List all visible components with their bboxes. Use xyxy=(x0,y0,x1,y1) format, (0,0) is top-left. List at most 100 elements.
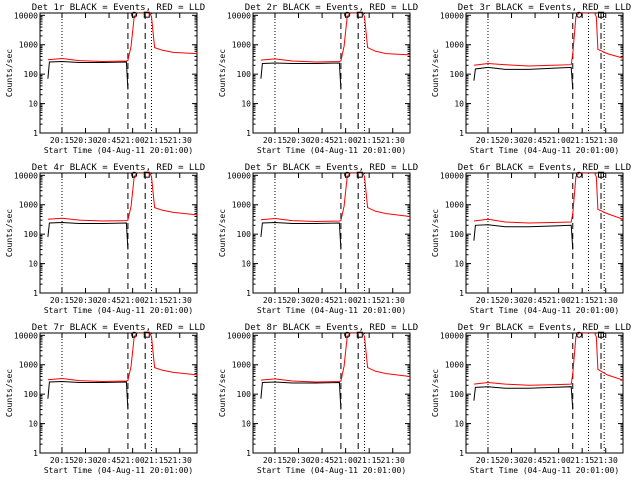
lld-series-line xyxy=(260,13,410,63)
x-tick-label: 20:15 xyxy=(476,296,500,305)
x-tick-label: 21:15 xyxy=(144,136,168,145)
plot-frame xyxy=(252,172,411,294)
x-tick-label: 20:45 xyxy=(523,136,547,145)
plot-title: Det 3r BLACK = Events, RED = LLD xyxy=(458,3,631,13)
y-tick-label: 100 xyxy=(237,230,252,239)
x-tick-label: 20:45 xyxy=(523,296,547,305)
x-tick-label: 21:30 xyxy=(381,456,405,465)
y-tick-label: 1000 xyxy=(445,41,464,50)
y-tick-label: 10000 xyxy=(440,11,464,20)
x-tick-label: 20:45 xyxy=(310,456,334,465)
events-series-line xyxy=(473,66,574,90)
x-tick-label: 20:45 xyxy=(310,296,334,305)
x-tick-label: 20:15 xyxy=(263,456,287,465)
x-tick-label: 21:30 xyxy=(381,136,405,145)
events-series-line xyxy=(47,60,129,90)
square-marker xyxy=(356,331,363,338)
x-tick-label: 20:45 xyxy=(97,296,121,305)
y-axis-label: Counts/sec xyxy=(218,369,227,417)
detector-plot: Det 7r BLACK = Events, RED = LLD 1 10 100 10… xyxy=(5,323,205,475)
x-axis-label: Start Time (04-Aug-11 20:01:00) xyxy=(470,146,619,155)
detector-plot: Det 9r BLACK = Events, RED = LLD 1 10 100 10… xyxy=(431,323,631,475)
plot-title: Det 5r BLACK = Events, RED = LLD xyxy=(245,163,418,173)
y-tick-label: 10 xyxy=(241,420,251,429)
lld-series-line xyxy=(473,173,623,224)
y-axis-label: Counts/sec xyxy=(431,369,440,417)
x-tick-label: 21:00 xyxy=(547,456,571,465)
y-tick-label: 100 xyxy=(450,390,465,399)
y-tick-label: 1 xyxy=(246,129,251,138)
y-tick-label: 10000 xyxy=(14,331,38,340)
x-tick-label: 20:15 xyxy=(50,136,74,145)
square-marker xyxy=(598,11,605,18)
x-tick-label: 20:15 xyxy=(50,456,74,465)
x-axis-label: Start Time (04-Aug-11 20:01:00) xyxy=(257,146,406,155)
x-tick-label: 21:00 xyxy=(121,136,145,145)
y-tick-label: 10 xyxy=(28,420,38,429)
x-tick-label: 20:45 xyxy=(310,136,334,145)
y-axis-label: Counts/sec xyxy=(218,49,227,97)
circle-marker xyxy=(131,331,138,338)
y-tick-label: 1 xyxy=(246,289,251,298)
y-tick-label: 10 xyxy=(454,260,464,269)
y-tick-label: 10 xyxy=(454,100,464,109)
y-tick-label: 1 xyxy=(33,129,38,138)
lld-series-line xyxy=(47,13,197,63)
x-axis-label: Start Time (04-Aug-11 20:01:00) xyxy=(470,306,619,315)
y-axis-label: Counts/sec xyxy=(5,369,14,417)
square-marker xyxy=(598,171,605,178)
y-tick-label: 1000 xyxy=(232,201,251,210)
y-tick-label: 10000 xyxy=(440,171,464,180)
x-tick-label: 20:30 xyxy=(499,296,523,305)
lld-series-line xyxy=(260,333,410,383)
circle-marker xyxy=(131,171,138,178)
x-tick-label: 21:00 xyxy=(121,296,145,305)
y-axis-label: Counts/sec xyxy=(5,209,14,257)
plot-title: Det 9r BLACK = Events, RED = LLD xyxy=(458,323,631,333)
x-tick-label: 20:30 xyxy=(499,456,523,465)
detector-plot: Det 4r BLACK = Events, RED = LLD 1 10 100 10… xyxy=(5,163,205,315)
x-tick-label: 21:15 xyxy=(570,136,594,145)
detector-plot: Det 1r BLACK = Events, RED = LLD 1 10 100 10… xyxy=(5,3,205,155)
y-tick-label: 1 xyxy=(246,449,251,458)
y-tick-label: 10 xyxy=(454,420,464,429)
y-tick-label: 1 xyxy=(33,289,38,298)
x-tick-label: 21:30 xyxy=(168,456,192,465)
x-tick-label: 20:30 xyxy=(286,296,310,305)
y-tick-label: 1 xyxy=(459,129,464,138)
x-tick-label: 20:30 xyxy=(499,136,523,145)
y-tick-label: 10000 xyxy=(227,11,251,20)
x-tick-label: 21:15 xyxy=(144,456,168,465)
x-axis-label: Start Time (04-Aug-11 20:01:00) xyxy=(257,306,406,315)
x-axis-label: Start Time (04-Aug-11 20:01:00) xyxy=(257,466,406,475)
y-tick-label: 100 xyxy=(237,70,252,79)
x-tick-label: 21:00 xyxy=(547,296,571,305)
circle-marker xyxy=(131,11,138,18)
x-tick-label: 21:00 xyxy=(334,456,358,465)
x-tick-label: 21:15 xyxy=(357,456,381,465)
y-tick-label: 1 xyxy=(459,449,464,458)
plot-frame xyxy=(252,12,411,134)
x-tick-label: 20:45 xyxy=(97,456,121,465)
events-series-line xyxy=(47,221,129,250)
y-tick-label: 10000 xyxy=(14,171,38,180)
square-marker xyxy=(598,331,605,338)
y-tick-label: 10000 xyxy=(440,331,464,340)
x-tick-label: 21:00 xyxy=(334,136,358,145)
plot-frame xyxy=(465,332,624,454)
y-tick-label: 100 xyxy=(450,70,465,79)
square-marker xyxy=(143,171,150,178)
y-tick-label: 10000 xyxy=(227,171,251,180)
x-tick-label: 21:30 xyxy=(594,136,618,145)
lld-series-line xyxy=(47,333,197,383)
y-tick-label: 1000 xyxy=(445,361,464,370)
x-tick-label: 21:15 xyxy=(357,136,381,145)
plot-frame xyxy=(465,12,624,134)
x-tick-label: 20:15 xyxy=(476,456,500,465)
y-tick-label: 10 xyxy=(241,100,251,109)
x-tick-label: 21:00 xyxy=(334,296,358,305)
y-tick-label: 100 xyxy=(450,230,465,239)
x-tick-label: 20:15 xyxy=(263,296,287,305)
y-tick-label: 10 xyxy=(28,100,38,109)
